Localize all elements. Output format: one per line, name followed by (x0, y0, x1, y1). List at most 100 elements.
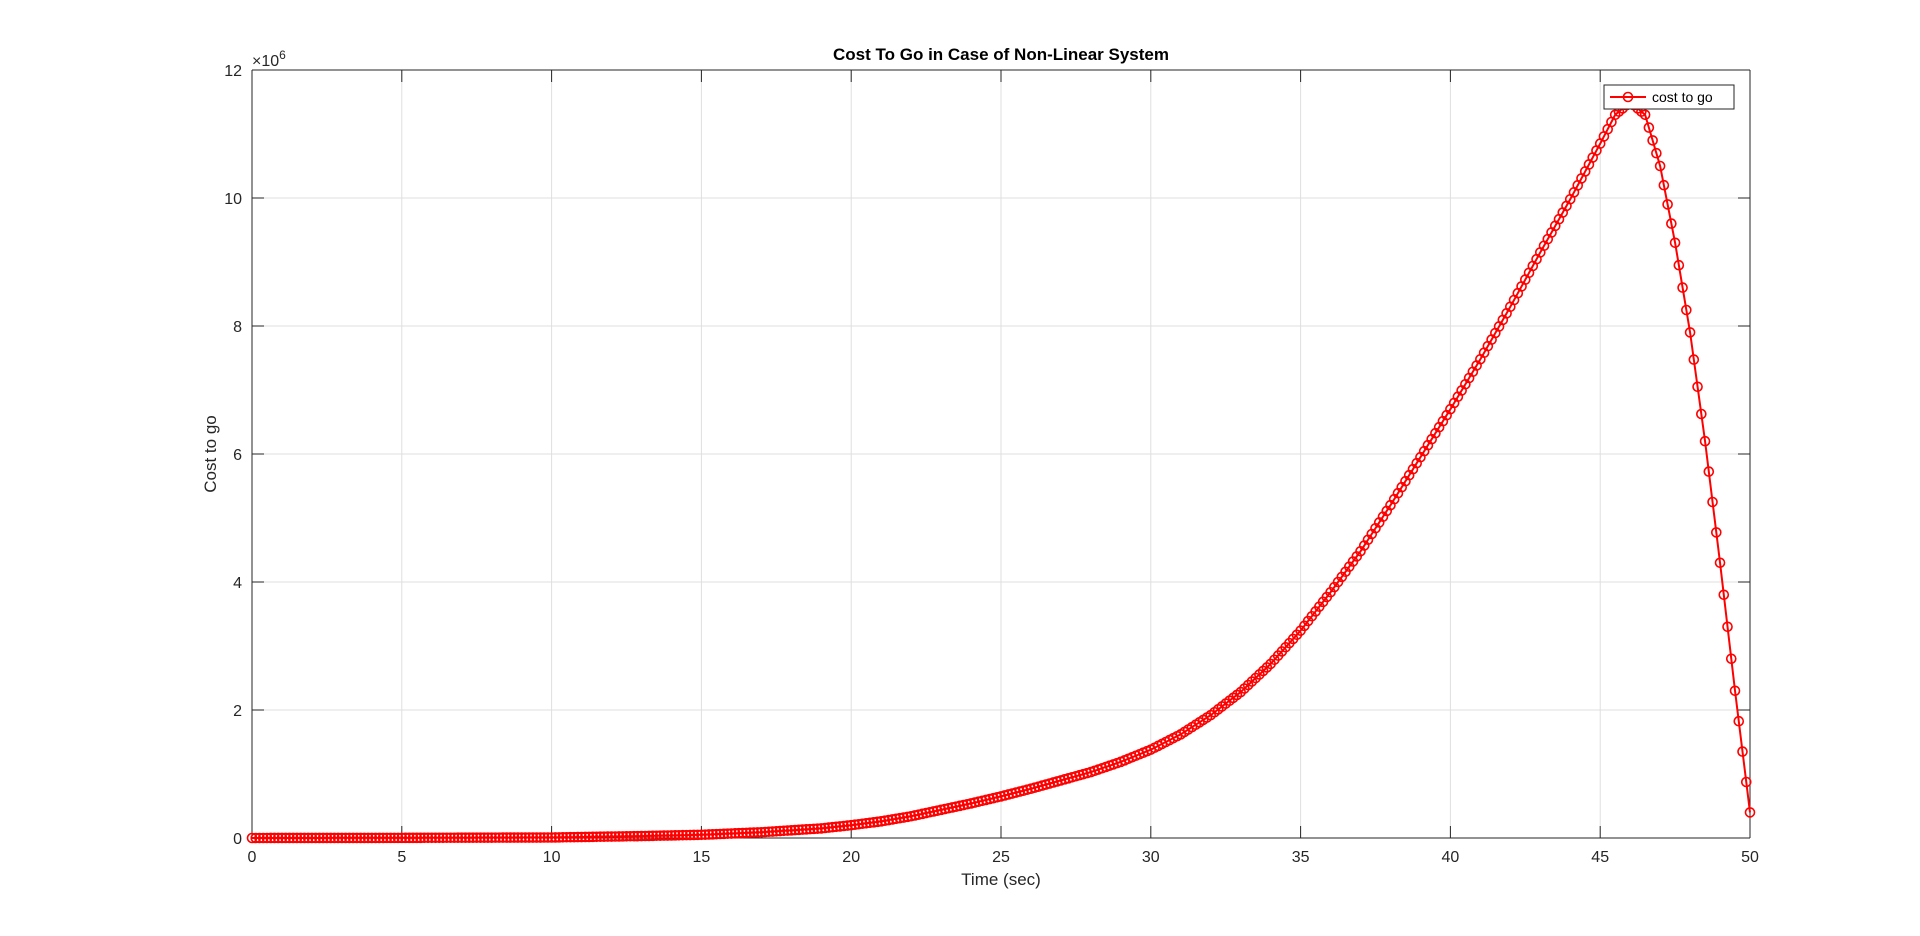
data-point (392, 832, 404, 844)
data-point (654, 830, 666, 841)
data-point (535, 832, 546, 843)
data-point (561, 831, 572, 843)
data-point (800, 824, 812, 835)
data-point (317, 832, 329, 844)
data-point (516, 832, 527, 843)
data-point (774, 825, 786, 837)
data-point (864, 817, 876, 829)
data-point (845, 819, 857, 831)
data-point (1722, 621, 1733, 633)
data-point (609, 831, 621, 842)
data-point (1639, 109, 1651, 121)
data-point (688, 829, 700, 841)
data-point (681, 829, 692, 841)
data-point (448, 832, 460, 844)
data-point (430, 832, 441, 844)
data-point (1643, 122, 1655, 133)
data-point (538, 832, 550, 843)
data-point (707, 829, 718, 840)
data-point (471, 832, 483, 843)
data-point (636, 830, 647, 842)
data-point (1677, 282, 1688, 293)
data-point (1707, 496, 1718, 508)
legend-marker-sample (1622, 91, 1634, 103)
x-tick-label: 15 (693, 849, 711, 866)
data-point (684, 829, 696, 841)
x-tick-label: 10 (543, 849, 561, 866)
data-point (823, 822, 835, 833)
data-point (437, 832, 449, 844)
data-point (374, 832, 385, 844)
data-point (396, 832, 408, 844)
data-point (591, 831, 602, 843)
data-point (302, 832, 314, 844)
data-point (321, 832, 333, 844)
data-point (617, 831, 629, 842)
data-point (872, 816, 883, 828)
data-point (703, 829, 715, 840)
data-point (418, 832, 430, 844)
data-point (329, 832, 340, 844)
x-tick-label: 30 (1142, 849, 1160, 866)
data-point (508, 832, 520, 843)
data-point (269, 832, 280, 844)
data-point (422, 832, 434, 844)
data-point (280, 832, 292, 844)
data-point (389, 832, 400, 844)
data-point (658, 830, 670, 841)
data-point (785, 825, 797, 836)
data-point (639, 830, 651, 842)
x-tick-label: 25 (992, 849, 1010, 866)
data-point (1699, 435, 1711, 447)
x-tick-label: 45 (1591, 849, 1609, 866)
data-point (759, 826, 771, 838)
data-point (1654, 160, 1666, 172)
data-point (359, 832, 370, 844)
data-point (445, 832, 456, 844)
data-point (1737, 746, 1748, 757)
series-markers (246, 96, 1756, 844)
data-point (295, 832, 306, 844)
data-point (325, 832, 336, 844)
data-point (699, 829, 711, 840)
data-point (621, 831, 632, 842)
data-point (613, 831, 625, 842)
data-point (351, 832, 363, 844)
data-point (403, 832, 415, 844)
legend-entry-cost-to-go: cost to go (1652, 89, 1713, 105)
data-point (441, 832, 453, 844)
data-point (1703, 466, 1715, 477)
data-point (868, 817, 879, 828)
data-point (272, 832, 284, 844)
data-point (594, 831, 606, 843)
data-point (565, 831, 576, 843)
data-point (789, 824, 801, 836)
data-point (643, 830, 655, 842)
data-point (1666, 218, 1677, 229)
data-point (849, 819, 861, 831)
data-point (512, 832, 524, 843)
data-point (246, 832, 258, 844)
data-point (673, 829, 685, 841)
y-tick-label: 4 (233, 575, 242, 592)
data-point (853, 818, 864, 830)
data-point (722, 828, 733, 839)
data-point (834, 821, 846, 832)
data-point (340, 832, 351, 844)
data-point (857, 818, 868, 830)
y-tick-label: 12 (224, 63, 242, 80)
data-point (531, 832, 542, 843)
data-point (257, 832, 269, 844)
data-point (793, 824, 805, 836)
data-point (602, 831, 614, 842)
data-point (467, 832, 479, 843)
data-point (744, 827, 756, 839)
data-point (336, 832, 348, 844)
data-point (276, 832, 288, 844)
plot-area: 0 5 10 15 20 25 30 35 40 45 50 0 2 4 6 8 10 12 (224, 63, 1759, 866)
data-point (726, 828, 737, 839)
data-point (332, 832, 344, 844)
data-point (377, 832, 389, 844)
data-point (842, 820, 853, 831)
